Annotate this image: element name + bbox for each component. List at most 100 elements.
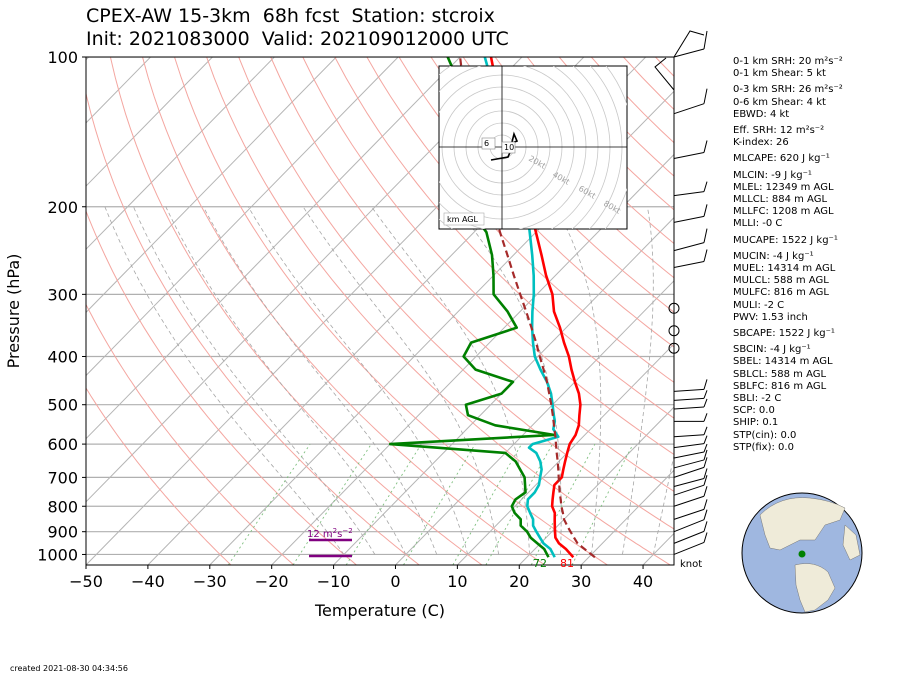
- dry-adiabat: [398, 57, 674, 348]
- moist-adiabat: [653, 453, 674, 555]
- isotherm-line: [518, 406, 674, 565]
- parameter-item: SCP: 0.0: [733, 405, 775, 417]
- parameter-item: MLCAPE: 620 J kg⁻¹: [733, 153, 830, 165]
- isotherm-line: [395, 280, 674, 565]
- globe-land-north-america: [759, 497, 846, 551]
- plot-frame: [85, 56, 675, 566]
- parameter-item: SBLI: -2 C: [733, 393, 782, 405]
- x-tick-label: 20: [509, 572, 529, 591]
- chart-title: CPEX-AW 15-3km 68h fcst Station: stcroix: [86, 5, 495, 27]
- parameter-item: 0-1 km Shear: 5 kt: [733, 68, 826, 80]
- isotherm-line: [86, 57, 337, 314]
- dry-adiabat: [334, 57, 674, 419]
- dry-adiabat: [366, 57, 674, 383]
- station-marker: [798, 550, 806, 558]
- wind-barb-flag: [703, 457, 708, 468]
- parcel-trace: [459, 57, 596, 559]
- wind-barb-flag: [703, 249, 708, 262]
- parameter-item: SHIP: 0.1: [733, 417, 779, 429]
- isotherm-line: [86, 57, 461, 440]
- x-tick-label: −50: [69, 572, 103, 591]
- wind-barb: [673, 466, 705, 478]
- mixing-ratio-line: [571, 443, 634, 565]
- calm-wind-circle: [668, 342, 680, 354]
- y-tick-label: 500: [47, 396, 78, 415]
- y-tick-label: 900: [47, 523, 78, 542]
- dry-adiabat: [270, 57, 674, 492]
- wind-barb: [673, 397, 705, 401]
- parameter-item: MULCL: 588 m AGL: [733, 275, 829, 287]
- wind-barb: [673, 530, 705, 544]
- wind-barb: [673, 215, 705, 223]
- wind-barb-flag: [703, 435, 708, 444]
- wind-barb-flag: [703, 521, 708, 532]
- dry-adiabat: [86, 91, 420, 565]
- y-axis-label: Pressure (hPa): [4, 254, 23, 369]
- moist-adiabat: [302, 206, 499, 555]
- wind-barb-flag: [703, 181, 708, 192]
- parameter-item: SBEL: 14314 m AGL: [733, 356, 833, 368]
- surface-temperature-label: 81: [560, 557, 574, 570]
- wind-barb-flag: [703, 379, 708, 390]
- wind-barb: [673, 406, 705, 410]
- moist-adiabat: [622, 206, 654, 555]
- x-tick-label: 40: [633, 572, 653, 591]
- x-tick-label: 10: [447, 572, 467, 591]
- parameter-item: MLCIN: -9 J kg⁻¹: [733, 169, 812, 181]
- parameter-item: MUEL: 14314 m AGL: [733, 263, 836, 275]
- parameter-item: 0-3 km SRH: 26 m²s⁻²: [733, 84, 843, 96]
- dry-adiabat: [142, 57, 545, 565]
- parameter-item: MUCIN: -4 J kg⁻¹: [733, 250, 814, 262]
- srh-label: 12 m2s−2: [307, 527, 353, 540]
- wind-barb: [673, 541, 705, 555]
- moist-adiabat: [104, 206, 345, 555]
- y-tick-label: 100: [47, 48, 78, 67]
- mixing-ratio-line: [292, 443, 372, 565]
- wind-barb: [673, 519, 705, 533]
- moist-adiabat: [247, 206, 469, 555]
- wind-barb-flag: [703, 30, 708, 50]
- wind-barb-flag: [703, 88, 708, 104]
- wind-barb-flag: [703, 486, 708, 497]
- parameter-item: MUCAPE: 1522 J kg⁻¹: [733, 234, 838, 246]
- x-tick-label: 0: [390, 572, 400, 591]
- isotherm-line: [86, 57, 275, 250]
- wind-barb: [673, 388, 705, 392]
- wind-barb: [654, 57, 675, 91]
- surface-dewpoint-label: 72: [533, 557, 547, 570]
- wind-barb: [673, 30, 705, 58]
- parameter-item: SBLFC: 816 m AGL: [733, 380, 827, 392]
- parameter-list: 0-1 km SRH: 20 m²s⁻² 0-1 km Shear: 5 kt 0-…: [733, 56, 843, 454]
- parameter-item: MLEL: 12349 m AGL: [733, 181, 834, 193]
- x-axis-label: Temperature (C): [314, 601, 445, 620]
- axes: −50 −40 −30 −20 −10 0 10 20 30 40 100 200 300 400 500 6…: [4, 48, 653, 620]
- calm-wind-circle: [668, 302, 680, 314]
- wind-barb-flag: [703, 390, 708, 399]
- parameter-item: MULFC: 816 m AGL: [733, 287, 829, 299]
- wind-units-label: knot: [680, 559, 703, 570]
- wind-barbs: [654, 30, 708, 555]
- y-tick-label: 400: [47, 348, 78, 367]
- parameter-item: STP(fix): 0.0: [733, 441, 794, 453]
- dry-adiabat: [86, 303, 295, 565]
- temperature-trace: [489, 57, 582, 559]
- wind-barb: [673, 508, 705, 520]
- wind-barb-flag: [703, 468, 708, 479]
- y-tick-label: 800: [47, 497, 78, 516]
- wind-barb-flag: [703, 443, 708, 453]
- hodograph-point-label: 6: [484, 139, 489, 148]
- wind-barb-flag: [703, 499, 708, 510]
- dry-adiabat: [430, 57, 674, 313]
- wind-barb-flag: [703, 228, 708, 243]
- moist-adiabat: [555, 206, 602, 555]
- wind-barb-flag: [703, 532, 708, 543]
- wind-barb: [673, 261, 705, 269]
- mixing-ratio-line: [228, 443, 311, 565]
- wind-barb: [673, 434, 705, 438]
- dry-adiabat: [109, 57, 483, 565]
- y-tick-label: 600: [47, 435, 78, 454]
- parameter-item: SBLCL: 588 m AGL: [733, 368, 827, 380]
- parameter-item: K-index: 26: [733, 137, 789, 149]
